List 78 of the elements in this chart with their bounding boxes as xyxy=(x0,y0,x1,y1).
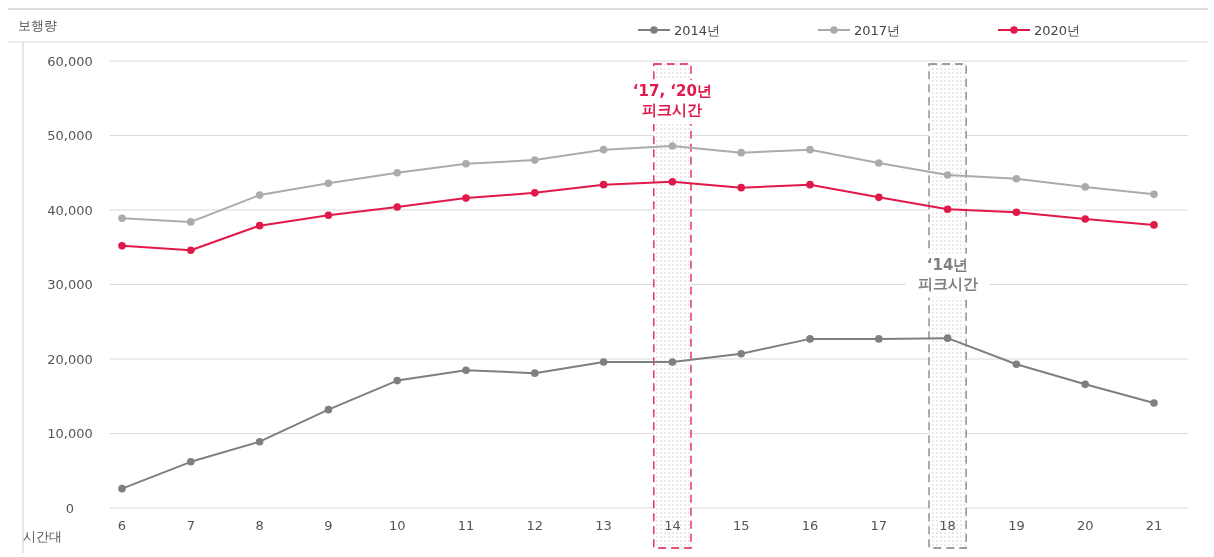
point xyxy=(806,145,814,154)
point xyxy=(943,171,952,179)
point xyxy=(462,160,470,168)
x-tick-label: 7 xyxy=(186,518,195,533)
x-axis-title: 시간대 xyxy=(23,529,62,544)
point xyxy=(1081,183,1089,191)
point xyxy=(118,241,126,250)
point xyxy=(187,218,195,226)
x-tick-label: 13 xyxy=(595,518,612,533)
point xyxy=(737,349,745,358)
point xyxy=(1150,399,1158,407)
point xyxy=(668,358,677,366)
point xyxy=(531,369,539,377)
point xyxy=(393,168,401,177)
y-tick-label: 60,000 xyxy=(47,53,93,69)
legend-label: 2017년 xyxy=(854,22,901,38)
point xyxy=(806,335,814,343)
point xyxy=(255,437,264,446)
point xyxy=(875,159,883,167)
point xyxy=(668,177,677,186)
band-label: ‘14년 피크시간 xyxy=(917,255,978,293)
point xyxy=(324,405,333,414)
x-tick-label: 17 xyxy=(870,518,888,533)
x-tick-label: 16 xyxy=(801,518,819,533)
legend-label: 2020년 xyxy=(1034,22,1081,38)
point xyxy=(187,246,195,255)
point xyxy=(1150,221,1158,229)
point xyxy=(187,458,195,466)
x-tick-label: 10 xyxy=(388,518,406,533)
point xyxy=(737,148,745,157)
y-tick-label: 40,000 xyxy=(47,202,93,218)
x-tick-label: 11 xyxy=(457,518,475,533)
point xyxy=(668,142,677,150)
point xyxy=(1012,174,1021,183)
point xyxy=(393,203,401,211)
band-label: ‘17, ‘20년 피크시간 xyxy=(632,82,712,119)
point xyxy=(1081,380,1089,389)
point xyxy=(943,205,952,214)
point xyxy=(1012,360,1021,369)
point xyxy=(324,211,333,220)
y-tick-label: 0 xyxy=(65,500,75,516)
x-tick-label: 8 xyxy=(255,518,264,533)
point xyxy=(393,376,401,385)
point xyxy=(1081,215,1089,223)
point xyxy=(1012,208,1021,217)
point xyxy=(806,180,814,189)
point xyxy=(599,358,608,366)
y-tick-label: 30,000 xyxy=(47,277,93,293)
y-tick-label: 20,000 xyxy=(47,351,93,367)
point xyxy=(118,214,126,222)
x-tick-label: 14 xyxy=(664,518,681,533)
point xyxy=(531,189,539,197)
point xyxy=(531,156,539,164)
point xyxy=(324,179,333,187)
point xyxy=(462,194,470,202)
point xyxy=(255,221,264,230)
point xyxy=(1150,190,1158,199)
point xyxy=(118,484,126,493)
legend-label: 2014년 xyxy=(674,22,721,38)
x-tick-label: 12 xyxy=(526,518,544,533)
point xyxy=(255,191,264,199)
point xyxy=(875,193,883,202)
point xyxy=(875,335,883,343)
point xyxy=(737,183,745,192)
point xyxy=(599,180,608,189)
x-tick-label: 19 xyxy=(1008,518,1025,533)
y-tick-label: 50,000 xyxy=(47,128,93,144)
y-tick-label: 10,000 xyxy=(47,426,93,442)
x-tick-label: 15 xyxy=(732,518,750,533)
x-tick-label: 18 xyxy=(939,518,956,533)
x-tick-label: 9 xyxy=(324,518,333,533)
point xyxy=(599,145,608,154)
point xyxy=(943,334,952,342)
x-tick-label: 21 xyxy=(1145,518,1163,533)
point xyxy=(462,366,470,374)
x-tick-label: 6 xyxy=(117,518,127,533)
y-axis-title: 보행량 xyxy=(18,18,57,33)
x-tick-label: 20 xyxy=(1076,518,1094,533)
